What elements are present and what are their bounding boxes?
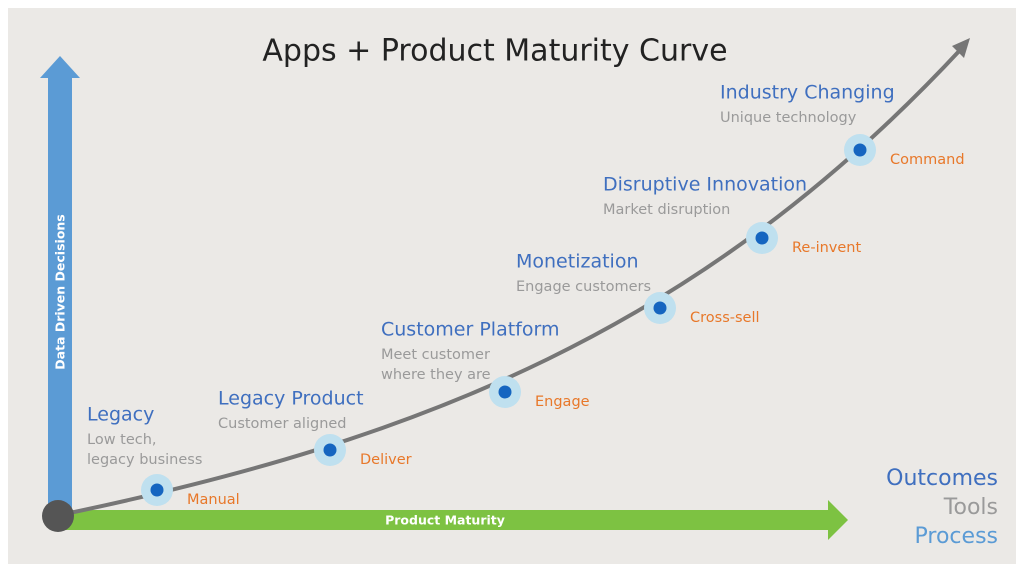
x-arrow-head bbox=[828, 500, 848, 540]
stage-title: Industry Changing bbox=[720, 82, 895, 104]
stage-title: Legacy bbox=[87, 404, 154, 426]
legend-item: Outcomes bbox=[886, 466, 998, 491]
y-axis-label: Data Driven Decisions bbox=[53, 214, 68, 369]
stage-action: Command bbox=[890, 152, 965, 168]
origin bbox=[42, 500, 74, 532]
legend-item: Process bbox=[915, 524, 998, 549]
node bbox=[755, 231, 769, 245]
node bbox=[653, 301, 667, 315]
x-axis-arrow: Product Maturity bbox=[60, 500, 848, 540]
node bbox=[498, 385, 512, 399]
stage-title: Monetization bbox=[516, 251, 639, 273]
stage-action: Cross-sell bbox=[690, 310, 760, 326]
node bbox=[150, 483, 164, 497]
stage-subtitle: Unique technology bbox=[720, 110, 857, 126]
stage-subtitle: where they are bbox=[381, 367, 491, 383]
background bbox=[8, 8, 1016, 564]
stages: Legacy Low tech, legacy business Manual Lega… bbox=[87, 82, 965, 509]
stage-action: Re-invent bbox=[792, 240, 861, 256]
y-axis-arrow: Data Driven Decisions bbox=[40, 56, 80, 518]
y-arrow-head bbox=[40, 56, 80, 78]
maturity-curve bbox=[59, 46, 964, 517]
x-arrow-shaft bbox=[60, 510, 830, 530]
stage-action: Deliver bbox=[360, 452, 412, 468]
stage-action: Engage bbox=[535, 394, 590, 410]
stage-subtitle: Low tech, bbox=[87, 432, 157, 448]
stage-title: Legacy Product bbox=[218, 388, 364, 410]
legend: Outcomes Tools Process bbox=[886, 466, 998, 549]
stage-action: Manual bbox=[187, 492, 240, 508]
title: Apps + Product Maturity Curve bbox=[262, 34, 727, 69]
stage-title: Disruptive Innovation bbox=[603, 174, 807, 196]
stage-subtitle: Market disruption bbox=[603, 202, 730, 218]
legend-item: Tools bbox=[943, 495, 998, 520]
stage-subtitle: Engage customers bbox=[516, 279, 651, 295]
x-axis-label: Product Maturity bbox=[385, 513, 505, 528]
node bbox=[853, 143, 867, 157]
y-arrow-shaft bbox=[48, 78, 72, 518]
node bbox=[323, 443, 337, 457]
stage-subtitle: Meet customer bbox=[381, 347, 490, 363]
stage-title: Customer Platform bbox=[381, 319, 559, 341]
stage-subtitle: Customer aligned bbox=[218, 416, 347, 432]
curve-arrow-head bbox=[952, 38, 970, 58]
stage-subtitle: legacy business bbox=[87, 452, 202, 468]
